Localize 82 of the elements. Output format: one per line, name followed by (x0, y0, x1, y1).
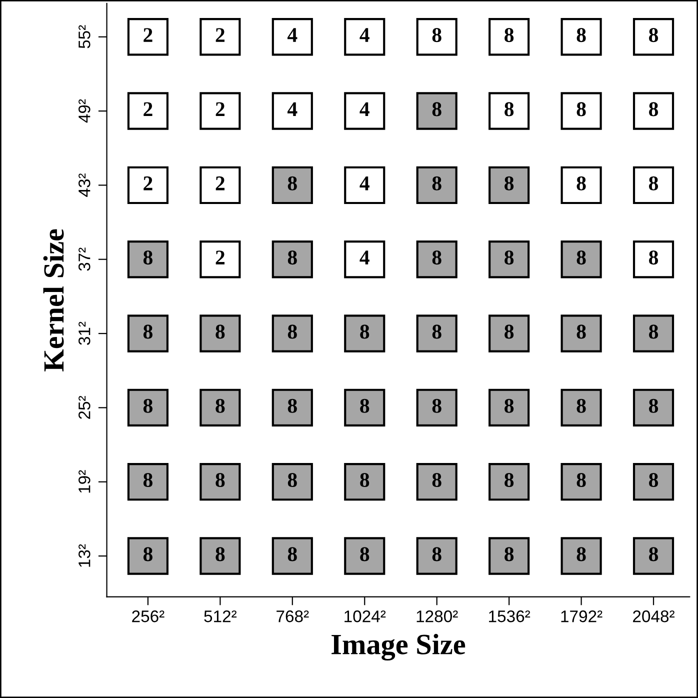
data-label: 8 (504, 28, 514, 42)
data-label: 8 (504, 472, 514, 488)
y-tick-label: 25² (78, 396, 90, 419)
data-label: 8 (360, 547, 370, 562)
data-label: 4 (287, 28, 298, 42)
data-label: 8 (216, 547, 225, 562)
y-tick-label: 43² (78, 173, 90, 197)
y-tick-label: 37² (78, 248, 90, 271)
y-axis-title: Kernel Size (43, 229, 64, 372)
data-label: 8 (432, 547, 442, 562)
data-label: 8 (576, 472, 586, 488)
y-tick-label: 19² (78, 470, 90, 493)
data-label: 8 (649, 28, 658, 42)
data-label: 2 (216, 176, 224, 190)
x-axis-title: Image Size (332, 634, 466, 661)
data-label: 8 (288, 547, 297, 562)
data-label: 8 (143, 472, 152, 488)
data-label: 8 (432, 28, 442, 42)
data-label: 8 (504, 547, 514, 562)
data-label: 8 (216, 324, 225, 339)
data-label: 4 (360, 250, 370, 264)
data-label: 8 (649, 176, 658, 190)
x-tick-label: 1280² (416, 610, 458, 622)
data-label: 8 (216, 472, 225, 488)
data-label: 8 (432, 324, 442, 339)
data-label: 8 (360, 472, 370, 488)
data-label: 2 (216, 28, 224, 42)
data-label: 4 (287, 102, 298, 116)
data-label: 8 (576, 102, 586, 116)
x-tick-label: 1792² (561, 610, 602, 622)
data-label: 8 (360, 324, 370, 339)
y-tick-label: 31² (78, 322, 90, 345)
data-label: 4 (360, 102, 370, 116)
data-label: 8 (504, 398, 514, 413)
data-label: 8 (143, 398, 152, 413)
data-label: 8 (504, 250, 514, 265)
x-tick-label: 1024² (344, 610, 386, 622)
data-label: 8 (288, 398, 297, 413)
x-tick-label: 512² (204, 610, 237, 622)
data-label: 2 (144, 102, 152, 116)
data-label: 8 (576, 28, 586, 42)
data-label: 8 (216, 398, 225, 413)
data-label: 2 (144, 176, 152, 190)
data-label: 8 (576, 250, 586, 265)
data-label: 8 (649, 547, 658, 562)
data-label: 4 (360, 176, 370, 190)
x-tick-label: 1536² (489, 610, 530, 622)
data-label: 8 (504, 176, 514, 190)
data-label: 8 (649, 398, 658, 413)
data-label: 2 (216, 102, 224, 116)
data-label: 8 (576, 398, 586, 413)
y-tick-label: 49² (78, 99, 90, 123)
data-label: 8 (649, 102, 658, 116)
data-label: 8 (432, 176, 442, 190)
y-tick-label: 13² (78, 544, 90, 567)
data-label: 8 (288, 472, 297, 488)
data-label: 8 (432, 398, 442, 413)
data-label: 8 (288, 250, 297, 265)
y-tick-label: 55² (78, 25, 90, 48)
data-label: 8 (504, 324, 514, 339)
data-label: 8 (143, 250, 152, 265)
x-tick-label: 256² (132, 610, 164, 622)
x-tick-label: 2048² (633, 610, 675, 622)
data-label: 8 (432, 472, 442, 488)
data-label: 2 (144, 28, 152, 42)
x-tick-label: 768² (276, 610, 309, 622)
data-label: 8 (360, 398, 370, 413)
data-label: 8 (432, 102, 442, 116)
data-label: 8 (504, 102, 514, 116)
data-label: 8 (432, 250, 442, 265)
data-label: 8 (288, 324, 297, 339)
data-label: 8 (576, 547, 586, 562)
data-label: 8 (143, 547, 152, 562)
data-label: 8 (649, 324, 658, 339)
data-label: 4 (360, 28, 370, 42)
data-label: 8 (649, 472, 658, 488)
data-label: 8 (288, 176, 297, 190)
data-label: 8 (576, 176, 586, 190)
data-label: 8 (649, 250, 658, 265)
data-label: 8 (576, 324, 586, 339)
data-label: 2 (216, 250, 224, 264)
data-label: 8 (143, 324, 152, 339)
